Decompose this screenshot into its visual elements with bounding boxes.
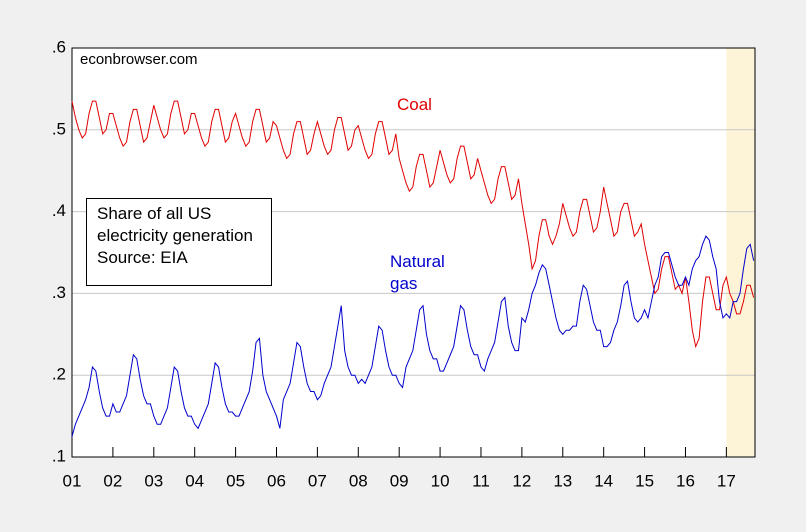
plot-frame: [71, 47, 756, 458]
y-tick-label: .1: [52, 446, 66, 465]
y-tick-label: .5: [52, 119, 66, 138]
y-tick-label: .2: [52, 365, 66, 384]
x-tick-label: 14: [594, 471, 613, 490]
x-tick-label: 11: [472, 471, 490, 490]
x-tick-label: 16: [676, 471, 695, 490]
y-tick-label: .6: [52, 37, 66, 56]
x-tick-label: 15: [635, 471, 654, 490]
x-tick-label: 13: [553, 471, 572, 490]
source-label: econbrowser.com: [80, 51, 198, 68]
x-tick-label: 09: [390, 471, 409, 490]
x-tick-label: 10: [431, 471, 450, 490]
x-tick-label: 02: [103, 471, 122, 490]
note-line: Source: EIA: [97, 248, 188, 267]
shaded-region: [726, 48, 755, 457]
x-tick-label: 05: [226, 471, 245, 490]
x-tick-label: 12: [512, 471, 531, 490]
series-line: [71, 235, 755, 437]
x-tick-label: 07: [308, 471, 327, 490]
x-tick-label: 17: [717, 471, 736, 490]
x-tick-label: 03: [144, 471, 163, 490]
x-tick-label: 08: [349, 471, 368, 490]
y-tick-label: .3: [52, 283, 66, 302]
x-tick-label: 01: [63, 471, 82, 490]
series-line: [71, 100, 755, 349]
y-tick-label: .4: [52, 201, 66, 220]
x-tick-label: 06: [267, 471, 286, 490]
note-box: Share of all US electricity generation Sou…: [86, 198, 272, 286]
series-label: Coal: [397, 95, 432, 114]
note-line: Share of all US: [97, 204, 212, 223]
x-tick-label: 04: [185, 471, 204, 490]
note-line: electricity generation: [97, 226, 253, 245]
series-label: Natural gas: [390, 252, 445, 293]
